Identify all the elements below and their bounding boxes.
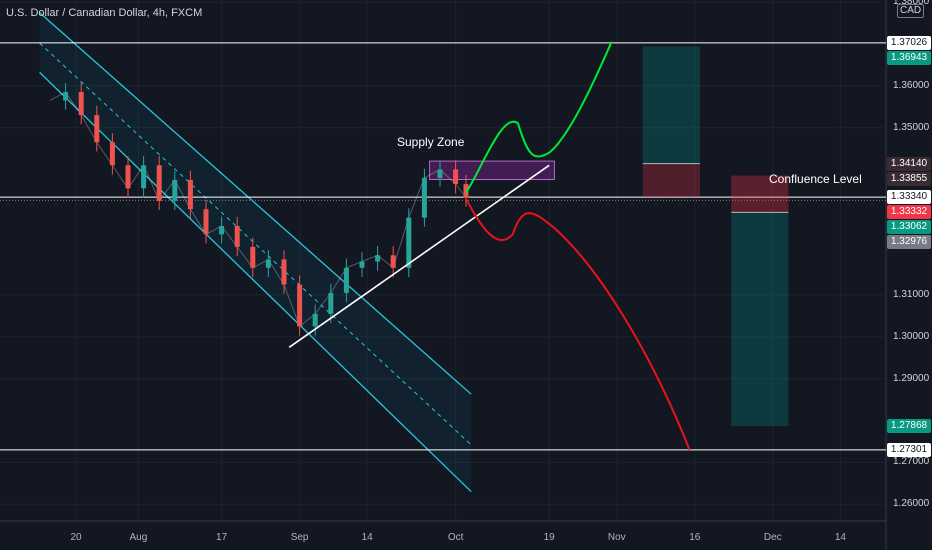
candle-body-2 bbox=[78, 92, 84, 116]
price-axis-tick: 1.35000 bbox=[893, 121, 930, 133]
supply-zone-box bbox=[429, 160, 555, 181]
candle-body-15 bbox=[281, 259, 287, 285]
price-label-entry: 1.32976 bbox=[887, 235, 931, 250]
channel-upper-line bbox=[39, 12, 472, 395]
candle-body-18 bbox=[328, 292, 334, 314]
time-axis-tick: Nov bbox=[607, 532, 626, 543]
price-label-last: 1.33332 bbox=[887, 205, 931, 220]
price-axis-tick: 1.36000 bbox=[893, 79, 930, 91]
candle-body-25 bbox=[437, 169, 443, 178]
drawings-layer bbox=[0, 12, 886, 493]
price-label-target: 1.33062 bbox=[887, 220, 931, 235]
candle-body-9 bbox=[187, 179, 193, 210]
price-axis-tick: 1.31000 bbox=[893, 289, 930, 301]
candle-body-24 bbox=[421, 177, 427, 218]
candle-body-16 bbox=[297, 284, 303, 327]
candle-body-19 bbox=[343, 267, 349, 293]
bearish-projection-path bbox=[465, 198, 691, 451]
candle-body-20 bbox=[359, 261, 365, 268]
time-axis-tick: 19 bbox=[543, 532, 555, 543]
price-label-stop: 1.33855 bbox=[887, 171, 931, 186]
bullish-projection-path bbox=[465, 41, 613, 194]
candle-body-10 bbox=[203, 209, 209, 235]
supply-zone-label: Supply Zone bbox=[397, 135, 465, 149]
candle-body-5 bbox=[125, 165, 131, 189]
price-line bbox=[49, 91, 467, 328]
price-axis-tick: 1.27000 bbox=[893, 456, 930, 468]
time-axis-tick: Aug bbox=[129, 532, 148, 543]
price-axis-tick: 1.30000 bbox=[893, 330, 930, 342]
price-axis-tick: 1.38000 bbox=[893, 0, 930, 8]
price-axis-tick: 1.26000 bbox=[893, 498, 930, 510]
price-label-level: 1.33340 bbox=[887, 190, 931, 205]
price-label-level: 1.37026 bbox=[887, 35, 931, 50]
long-target-zone bbox=[642, 46, 700, 164]
long-stop-zone bbox=[642, 163, 700, 198]
time-axis-tick: Sep bbox=[290, 532, 309, 543]
candle-body-8 bbox=[172, 179, 178, 201]
time-axis-tick: Dec bbox=[763, 532, 782, 543]
time-axis-tick: 16 bbox=[689, 532, 701, 543]
candle-body-13 bbox=[250, 246, 256, 268]
price-label-target: 1.27868 bbox=[887, 419, 931, 434]
candle-body-7 bbox=[156, 165, 162, 201]
price-label-target: 1.36943 bbox=[887, 50, 931, 65]
time-axis-tick: 14 bbox=[834, 532, 846, 543]
candle-body-1 bbox=[63, 92, 69, 101]
candle-body-23 bbox=[406, 217, 412, 268]
ascending-trendline bbox=[288, 164, 550, 348]
channel-median-line bbox=[39, 42, 472, 446]
time-axis-tick: 17 bbox=[216, 532, 228, 543]
candle-body-12 bbox=[234, 225, 240, 247]
candle-body-22 bbox=[390, 255, 396, 268]
channel-fill bbox=[39, 12, 472, 492]
time-axis-tick: 14 bbox=[361, 532, 373, 543]
candle-body-21 bbox=[375, 255, 381, 262]
candle-body-26 bbox=[453, 169, 459, 185]
candle-body-4 bbox=[109, 142, 115, 166]
symbol-title[interactable]: U.S. Dollar / Canadian Dollar, 4h, FXCM bbox=[6, 7, 203, 19]
time-axis-tick: Oct bbox=[447, 532, 464, 543]
short-stop-zone bbox=[731, 175, 789, 213]
price-axis-tick: 1.29000 bbox=[893, 372, 930, 384]
candle-body-3 bbox=[94, 115, 100, 143]
price-label-level: 1.27301 bbox=[887, 442, 931, 457]
currency-badge[interactable]: CAD bbox=[897, 4, 925, 18]
price-label-stop: 1.34140 bbox=[887, 156, 931, 171]
candle-body-17 bbox=[312, 313, 318, 327]
candle-body-6 bbox=[141, 165, 147, 189]
confluence-level-label: Confluence Level bbox=[769, 172, 862, 186]
candle-body-14 bbox=[265, 259, 271, 268]
candle-body-11 bbox=[219, 225, 225, 235]
short-target-zone bbox=[731, 212, 789, 427]
time-axis-tick: 20 bbox=[70, 532, 82, 543]
